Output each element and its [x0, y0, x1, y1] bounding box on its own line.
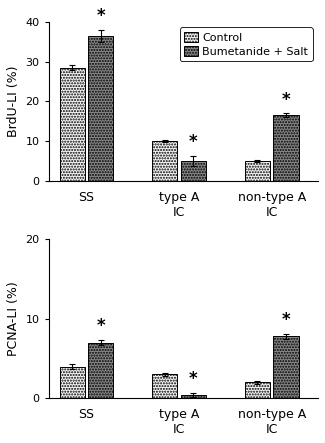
- Bar: [245, 161, 270, 181]
- Bar: [88, 36, 113, 181]
- Bar: [88, 343, 113, 398]
- Y-axis label: BrdU-LI (%): BrdU-LI (%): [7, 66, 20, 137]
- Bar: [181, 395, 206, 398]
- Text: *: *: [282, 311, 290, 329]
- Bar: [152, 374, 177, 398]
- Bar: [59, 68, 85, 181]
- Text: *: *: [189, 133, 198, 152]
- Bar: [273, 336, 299, 398]
- Bar: [245, 382, 270, 398]
- Bar: [59, 366, 85, 398]
- Bar: [181, 161, 206, 181]
- Text: *: *: [97, 7, 105, 25]
- Bar: [273, 115, 299, 181]
- Text: *: *: [189, 370, 198, 389]
- Legend: Control, Bumetanide + Salt: Control, Bumetanide + Salt: [180, 27, 313, 61]
- Text: *: *: [97, 317, 105, 335]
- Bar: [152, 141, 177, 181]
- Text: *: *: [282, 90, 290, 109]
- Y-axis label: PCNA-LI (%): PCNA-LI (%): [7, 281, 20, 356]
